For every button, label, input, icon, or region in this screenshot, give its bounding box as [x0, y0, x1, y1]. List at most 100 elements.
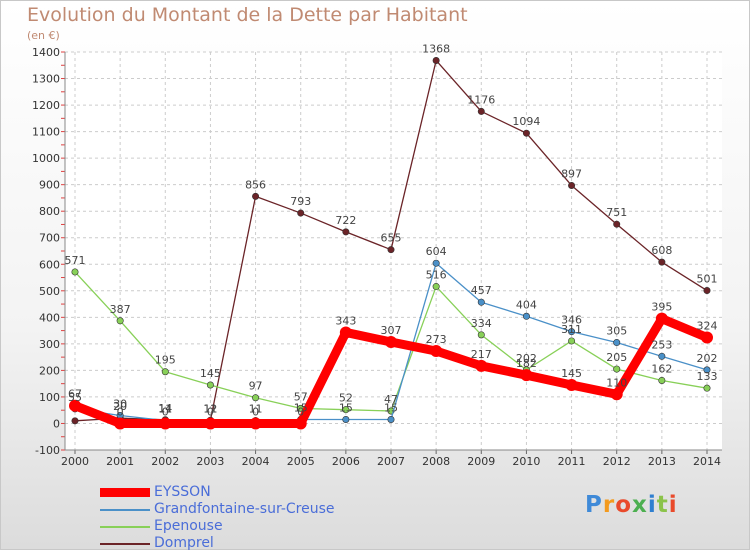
logo-letter: t	[656, 492, 669, 518]
data-point	[703, 384, 711, 392]
y-tick-label: -100	[35, 444, 60, 457]
data-label: 20	[113, 400, 127, 413]
data-point	[613, 220, 621, 228]
legend-label-grandfontaine: Grandfontaine-sur-Creuse	[154, 501, 335, 517]
data-point	[658, 258, 666, 266]
data-label: 343	[335, 314, 356, 327]
data-point	[655, 312, 668, 325]
y-tick-label: 500	[39, 285, 60, 298]
y-tick-label: 1100	[32, 126, 60, 139]
data-label: 55	[68, 391, 82, 404]
x-tick-label: 2006	[332, 455, 360, 468]
data-point	[71, 268, 79, 276]
x-tick-label: 2003	[196, 455, 224, 468]
data-label: 404	[516, 298, 537, 311]
y-tick-label: 1300	[32, 73, 60, 86]
data-point	[565, 378, 578, 391]
data-point	[568, 181, 576, 189]
data-point	[475, 359, 488, 372]
data-label: 1368	[422, 42, 450, 55]
data-point	[432, 259, 440, 267]
data-point	[114, 417, 127, 430]
data-point	[477, 331, 485, 339]
data-label: 793	[290, 195, 311, 208]
y-tick-label: 700	[39, 232, 60, 245]
data-label: 14	[158, 402, 172, 415]
data-label: 217	[471, 348, 492, 361]
data-label: 145	[561, 367, 582, 380]
data-point	[116, 317, 124, 325]
data-label: 205	[606, 351, 627, 364]
data-label: 195	[155, 354, 176, 367]
legend-swatch-grandfontaine	[100, 509, 150, 511]
data-label: 30	[113, 398, 127, 411]
data-label: 15	[339, 401, 353, 414]
x-tick-label: 2010	[512, 455, 540, 468]
data-point	[432, 283, 440, 291]
legend-swatch-domprel	[100, 543, 150, 545]
data-point	[430, 345, 443, 358]
logo-letter: P	[585, 492, 603, 518]
x-tick-label: 2005	[287, 455, 315, 468]
x-tick-label: 2002	[151, 455, 179, 468]
x-tick-label: 2014	[693, 455, 721, 468]
data-label: 182	[516, 357, 537, 370]
data-label: 12	[203, 402, 217, 415]
y-tick-label: 300	[39, 338, 60, 351]
data-point	[703, 366, 711, 374]
data-label: 253	[651, 338, 672, 351]
legend-swatch-eysson	[100, 488, 150, 497]
data-label: 52	[339, 392, 353, 405]
data-point	[568, 337, 576, 345]
data-label: 311	[561, 323, 582, 336]
chart-subtitle: (en €)	[27, 29, 60, 42]
data-label: 57	[294, 390, 308, 403]
data-label: 11	[203, 403, 217, 416]
data-label: 387	[110, 303, 131, 316]
y-tick-label: 1200	[32, 99, 60, 112]
chart-title: Evolution du Montant de la Dette par Hab…	[27, 4, 468, 26]
y-tick-label: 400	[39, 311, 60, 324]
data-point	[252, 394, 260, 402]
logo-letter: i	[647, 492, 657, 518]
data-label: 1176	[467, 93, 495, 106]
data-point	[658, 352, 666, 360]
data-point	[206, 381, 214, 389]
data-point	[161, 368, 169, 376]
y-tick-label: 600	[39, 258, 60, 271]
data-point	[522, 312, 530, 320]
y-tick-label: 100	[39, 391, 60, 404]
legend-label-eysson: EYSSON	[154, 484, 211, 500]
legend-label-epenouse: Epenouse	[154, 518, 223, 534]
data-point	[69, 399, 81, 412]
data-point	[385, 336, 397, 349]
x-tick-label: 2004	[242, 455, 270, 468]
data-point	[342, 415, 350, 423]
logo-letter: x	[632, 492, 648, 518]
data-label: 457	[471, 284, 492, 297]
data-label: 11	[158, 403, 172, 416]
data-point	[610, 388, 623, 401]
y-tick-label: 1400	[32, 46, 60, 59]
data-label: 15	[294, 401, 308, 414]
x-tick-label: 2009	[467, 455, 495, 468]
data-label: 307	[381, 324, 402, 337]
data-label: 0	[252, 405, 259, 418]
data-label: 202	[516, 352, 537, 365]
x-tick-label: 2008	[422, 455, 450, 468]
data-point	[613, 365, 621, 373]
x-tick-label: 2011	[558, 455, 586, 468]
data-label: 571	[65, 254, 86, 267]
data-label: 202	[697, 352, 718, 365]
data-label: 133	[697, 370, 718, 383]
data-point	[342, 228, 350, 236]
data-label: 145	[200, 367, 221, 380]
data-label: 0	[162, 405, 169, 418]
data-point	[613, 339, 621, 347]
data-label: 305	[606, 325, 627, 338]
x-tick-label: 2013	[648, 455, 676, 468]
data-label: 47	[384, 393, 398, 406]
data-point	[294, 417, 307, 430]
x-tick-label: 2012	[603, 455, 631, 468]
data-point	[432, 56, 440, 64]
